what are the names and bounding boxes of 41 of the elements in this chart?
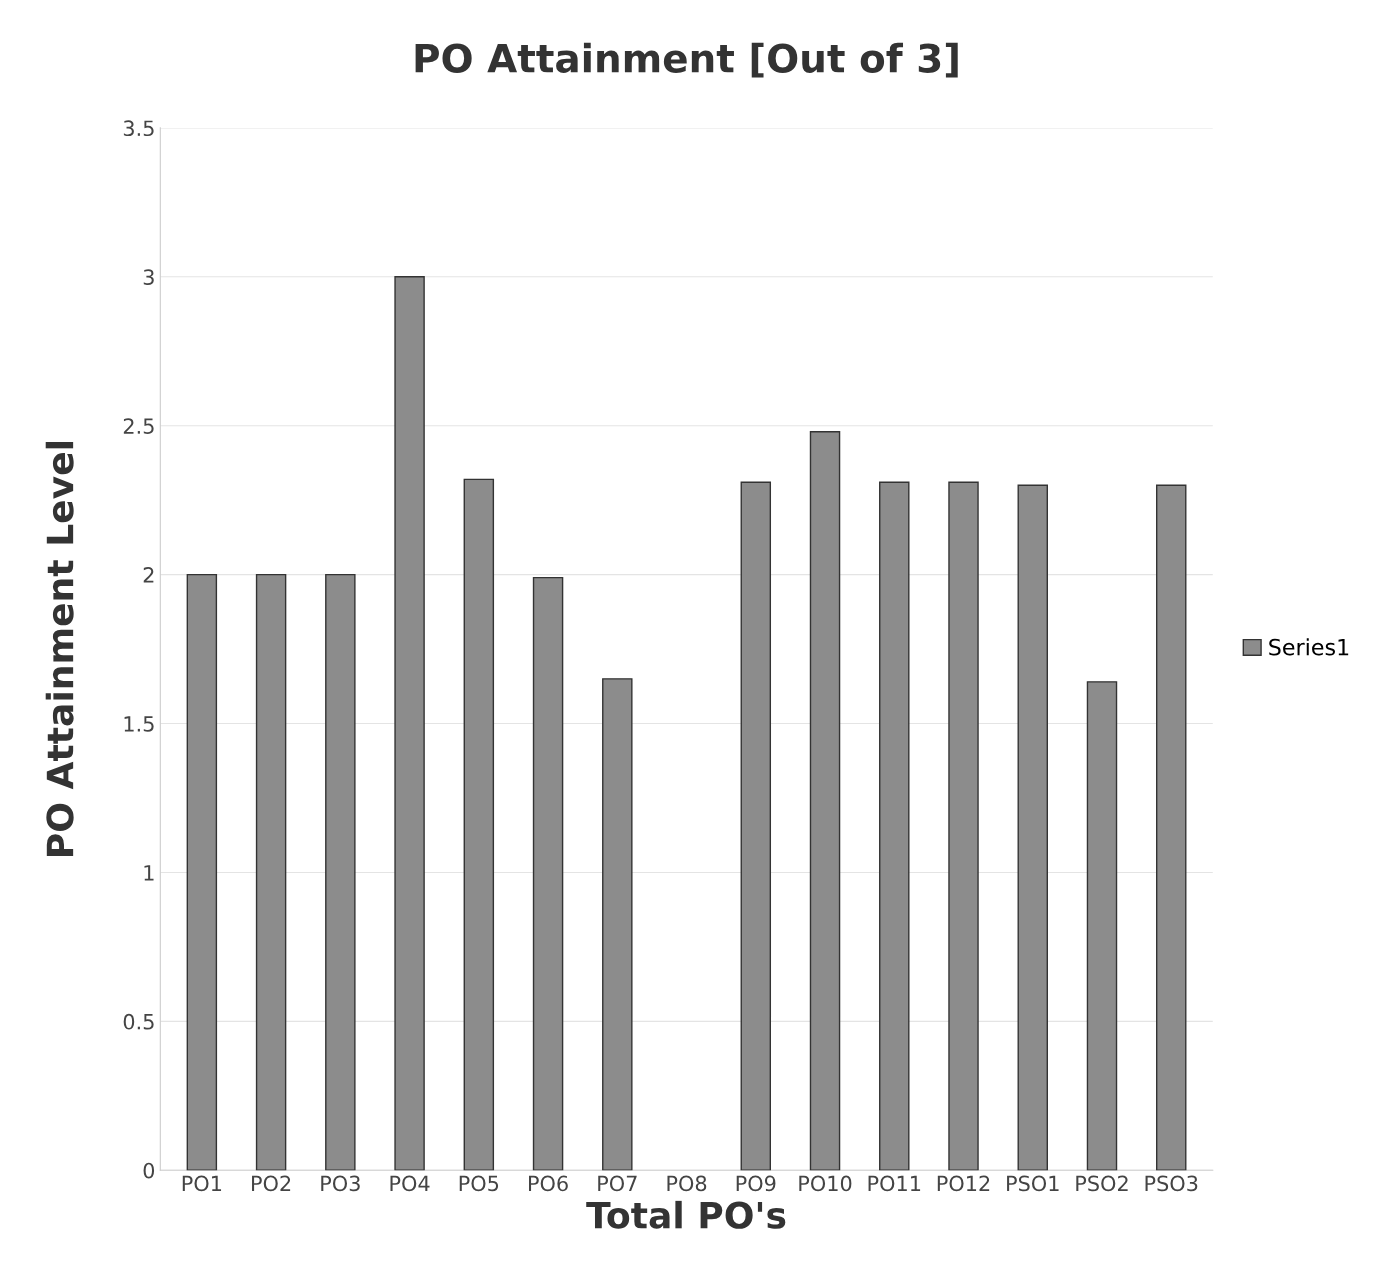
- y-tick-label: 2.5: [123, 418, 154, 434]
- x-tick-label: PO2: [252, 1175, 291, 1192]
- y-tick-label: 1: [144, 865, 154, 881]
- y-tick-label: 1.5: [124, 716, 154, 732]
- bar: [532, 576, 564, 1171]
- bar: [1155, 484, 1187, 1171]
- x-tick-label: PSO3: [1145, 1175, 1198, 1192]
- chart-title: PO Attainment [Out of 3]: [415, 42, 958, 78]
- y-tick-label: 0.5: [123, 1013, 154, 1030]
- x-tick-label: PO10: [799, 1175, 852, 1192]
- x-tick-label: PO8: [667, 1175, 707, 1192]
- y-tick-label: 2: [143, 567, 154, 583]
- x-tick-label: PO9: [736, 1175, 776, 1192]
- y-tick-label: 3.5: [123, 120, 154, 137]
- bar: [809, 430, 841, 1171]
- x-tick-label: PO11: [868, 1175, 921, 1192]
- bar: [255, 573, 287, 1171]
- y-tick-label: 3: [143, 269, 154, 286]
- x-tick-label: PO1: [182, 1175, 222, 1192]
- bar: [325, 573, 356, 1171]
- bar: [186, 573, 218, 1171]
- x-tick-label: PO7: [598, 1175, 637, 1192]
- x-tick-label: PO3: [321, 1175, 360, 1192]
- bar: [463, 478, 495, 1171]
- bar: [1086, 681, 1118, 1171]
- x-tick-label: PSO2: [1076, 1175, 1128, 1192]
- bar: [394, 276, 425, 1171]
- y-tick-label: 0: [143, 1162, 155, 1179]
- bar: [879, 481, 910, 1171]
- x-tick-label: PO4: [390, 1175, 430, 1192]
- legend-label: Series1: [1269, 638, 1349, 656]
- bar: [948, 481, 979, 1171]
- y-axis-title: PO Attainment Level: [45, 442, 74, 856]
- x-tick-label: PSO1: [1007, 1175, 1059, 1192]
- x-tick-label: PO12: [937, 1175, 990, 1192]
- bar: [602, 678, 633, 1171]
- bar: [740, 481, 772, 1171]
- x-tick-label: PO6: [529, 1175, 568, 1192]
- bar: [1017, 484, 1048, 1171]
- x-axis-title: Total PO's: [586, 1200, 786, 1229]
- x-tick-label: PO5: [459, 1175, 499, 1192]
